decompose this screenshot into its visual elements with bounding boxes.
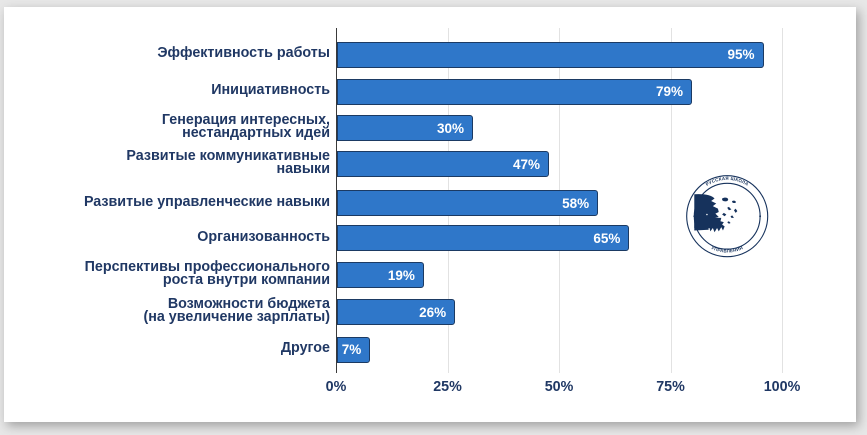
svg-text:РУССКАЯ ШКОЛА: РУССКАЯ ШКОЛА (705, 175, 750, 186)
svg-text:УПРАВЛЕНИЯ: УПРАВЛЕНИЯ (711, 245, 744, 253)
